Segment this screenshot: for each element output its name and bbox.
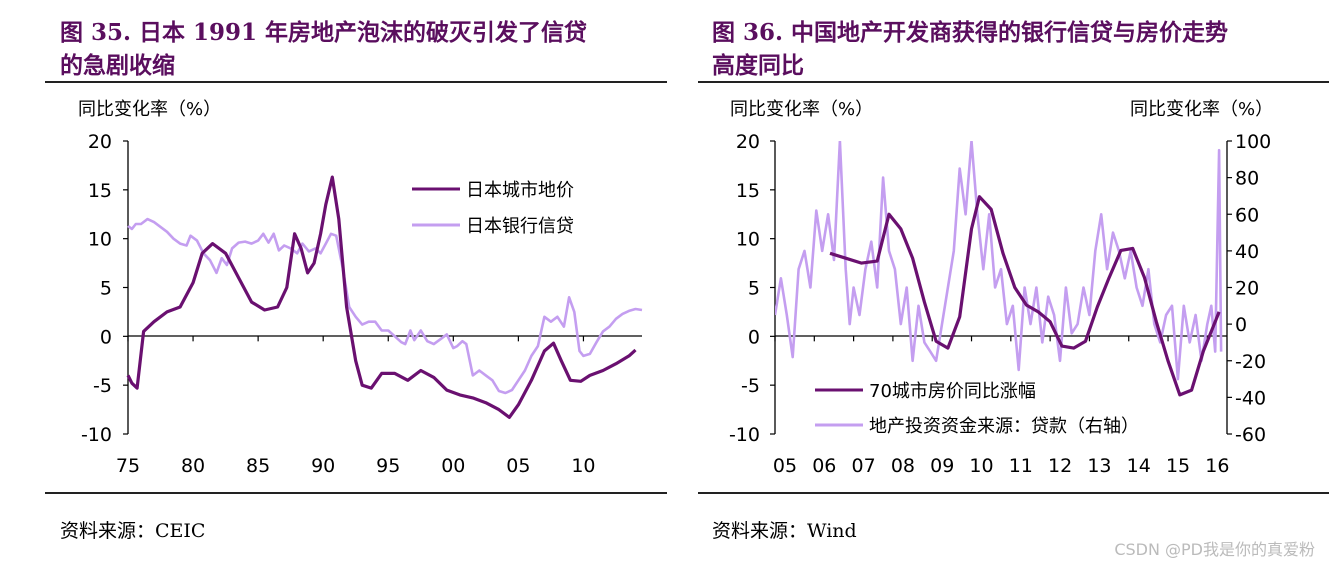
figure-36-title: 图 36. 中国地产开发商获得的银行信贷与房价走势 高度同比 — [712, 16, 1312, 82]
right-y-tick-label: -20 — [1235, 351, 1266, 373]
left-y-tick-label: -10 — [729, 424, 760, 446]
figure-36-bottom-rule — [698, 492, 1329, 494]
right-y-tick-label: -40 — [1235, 387, 1266, 409]
figure-35-bottom-rule — [45, 492, 667, 494]
x-tick-label: 90 — [311, 455, 335, 477]
x-tick-label: 95 — [376, 455, 400, 477]
y-axis-label: 同比变化率（%） — [78, 99, 221, 120]
figure-35-source: 资料来源：CEIC — [60, 520, 206, 542]
figure-35-title: 图 35. 日本 1991 年房地产泡沫的破灭引发了信贷 的急剧收缩 — [60, 16, 660, 82]
right-y-tick-label: -60 — [1235, 424, 1266, 446]
figure-36-source: 资料来源：Wind — [712, 520, 857, 542]
x-tick-label: 05 — [506, 455, 530, 477]
right-y-tick-label: 100 — [1235, 131, 1271, 153]
series-line-land-price — [126, 175, 637, 419]
figure-36-title-line2: 高度同比 — [712, 52, 804, 79]
left-y-tick-label: 20 — [736, 131, 760, 153]
left-y-tick-label: 15 — [736, 180, 760, 202]
x-tick-label: 10 — [969, 455, 993, 477]
x-tick-label: 15 — [1166, 455, 1190, 477]
right-y-tick-label: 60 — [1235, 204, 1259, 226]
y-tick-label: 20 — [88, 131, 112, 153]
legend: 70城市房价同比涨幅 地产投资资金来源：贷款（右轴） — [815, 381, 1139, 437]
x-tick-label: 16 — [1205, 455, 1229, 477]
right-y-tick-label: 80 — [1235, 168, 1259, 190]
x-tick-label: 14 — [1127, 455, 1151, 477]
x-tick-label: 07 — [852, 455, 876, 477]
series-line-bank-credit — [127, 217, 643, 395]
y-tick-label: -5 — [93, 375, 112, 397]
figure-35-panel: 图 35. 日本 1991 年房地产泡沫的破灭引发了信贷 的急剧收缩 同比变化率… — [45, 16, 667, 542]
legend-label-house-price: 70城市房价同比涨幅 — [869, 381, 1036, 402]
figure-35-top-rule — [45, 81, 667, 83]
x-tick-label: 08 — [891, 455, 915, 477]
figure-36-top-rule — [698, 81, 1329, 83]
left-y-axis-label: 同比变化率（%） — [730, 99, 873, 120]
figure-35-title-line2: 的急剧收缩 — [60, 52, 175, 79]
x-tick-label: 05 — [773, 455, 797, 477]
legend: 日本城市地价 日本银行信贷 — [412, 180, 574, 237]
watermark: CSDN @PD我是你的真爱粉 — [1114, 540, 1315, 559]
y-tick-label: -10 — [81, 424, 112, 446]
right-y-tick-label: 0 — [1235, 314, 1247, 336]
x-tick-label: 13 — [1087, 455, 1111, 477]
left-y-tick-label: 10 — [736, 229, 760, 251]
x-tick-label: 00 — [441, 455, 465, 477]
series-line-loans — [775, 141, 1223, 381]
figure-36-title-line1: 图 36. 中国地产开发商获得的银行信贷与房价走势 — [712, 19, 1229, 46]
left-y-tick-label: 5 — [748, 278, 760, 300]
figure-35-title-line1: 图 35. 日本 1991 年房地产泡沫的破灭引发了信贷 — [60, 19, 588, 46]
x-tick-label: 06 — [812, 455, 836, 477]
figure-36-panel: 图 36. 中国地产开发商获得的银行信贷与房价走势 高度同比 同比变化率（%） … — [668, 0, 1329, 567]
legend-label-land-price: 日本城市地价 — [466, 180, 574, 201]
right-y-tick-label: 40 — [1235, 241, 1259, 263]
y-tick-label: 5 — [100, 278, 112, 300]
x-tick-label: 75 — [116, 455, 140, 477]
y-tick-label: 10 — [88, 229, 112, 251]
x-tick-label: 09 — [930, 455, 954, 477]
left-y-tick-label: -5 — [741, 375, 760, 397]
x-tick-label: 12 — [1048, 455, 1072, 477]
x-tick-label: 11 — [1009, 455, 1033, 477]
x-tick-label: 85 — [246, 455, 270, 477]
right-y-tick-label: 20 — [1235, 278, 1259, 300]
y-tick-label: 15 — [88, 180, 112, 202]
series-line-house-price — [829, 195, 1221, 397]
legend-label-bank-credit: 日本银行信贷 — [466, 216, 574, 237]
right-y-axis-label: 同比变化率（%） — [1130, 99, 1273, 120]
left-y-tick-label: 0 — [748, 326, 760, 348]
x-tick-label: 80 — [181, 455, 205, 477]
y-tick-label: 0 — [100, 326, 112, 348]
x-tick-label: 10 — [571, 455, 595, 477]
legend-label-loans: 地产投资资金来源：贷款（右轴） — [869, 416, 1139, 437]
